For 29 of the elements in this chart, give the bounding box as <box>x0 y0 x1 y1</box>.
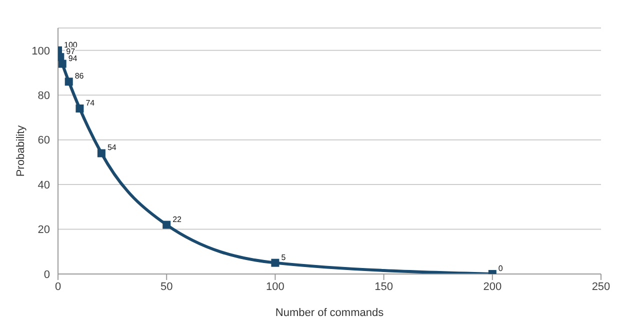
y-tick-label: 60 <box>38 134 50 147</box>
x-tick-label: 50 <box>160 280 173 293</box>
x-tick-label: 250 <box>592 280 610 293</box>
y-tick-label: 20 <box>38 224 50 236</box>
x-tick-label: 0 <box>54 280 62 293</box>
data-label: 100 <box>64 40 78 50</box>
point <box>58 60 66 68</box>
y-tick-label: 100 <box>32 45 50 58</box>
point <box>162 220 171 229</box>
x-tick-label: 100 <box>266 280 284 293</box>
data-label: 94 <box>68 54 78 63</box>
x-tick-label: 150 <box>374 280 393 293</box>
data-label: 0 <box>498 264 504 273</box>
point <box>64 78 73 86</box>
y-tick-label: 40 <box>38 179 50 192</box>
x-tick-label: 200 <box>483 280 502 293</box>
y-tick-label: 0 <box>44 268 50 281</box>
point <box>97 149 106 158</box>
y-tick-label: 80 <box>38 90 50 102</box>
data-label: 5 <box>281 252 286 262</box>
y-axis-title: Probability <box>14 124 27 177</box>
x-axis-title: Number of commands <box>275 307 384 319</box>
point <box>271 258 280 267</box>
data-label: 97 <box>66 47 76 56</box>
point <box>76 104 84 113</box>
data-label: 86 <box>74 72 84 81</box>
data-label: 54 <box>107 143 117 152</box>
data-label: 22 <box>172 214 182 224</box>
data-label: 74 <box>86 98 96 108</box>
